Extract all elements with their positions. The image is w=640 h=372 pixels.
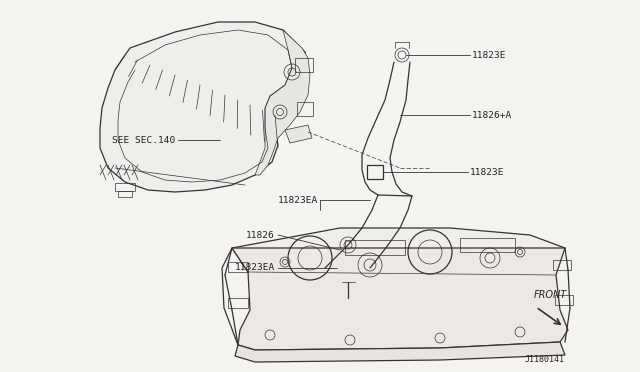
Polygon shape (232, 248, 568, 350)
Polygon shape (100, 22, 308, 192)
Text: SEE SEC.140: SEE SEC.140 (112, 135, 175, 144)
Polygon shape (285, 125, 312, 143)
Text: J1180141: J1180141 (525, 356, 565, 365)
Bar (228, 298, 248, 308)
Bar (295, 58, 313, 72)
Bar (553, 260, 571, 270)
Bar (367, 165, 383, 179)
Text: 11826: 11826 (246, 231, 275, 240)
Text: 11826+A: 11826+A (472, 110, 512, 119)
Bar (115, 183, 135, 191)
Polygon shape (255, 30, 310, 175)
Polygon shape (235, 342, 565, 362)
Bar (228, 262, 248, 272)
Bar (460, 238, 515, 252)
Text: FRONT: FRONT (534, 290, 567, 300)
Bar (337, 261, 354, 275)
Bar (297, 102, 313, 116)
Polygon shape (232, 228, 565, 278)
Bar (118, 191, 132, 197)
Text: 11823EA: 11823EA (235, 263, 275, 273)
Text: 11823E: 11823E (472, 51, 506, 60)
Bar (555, 295, 573, 305)
Bar (345, 240, 405, 255)
Text: 11823EA: 11823EA (278, 196, 318, 205)
Text: 11823E: 11823E (470, 167, 504, 176)
